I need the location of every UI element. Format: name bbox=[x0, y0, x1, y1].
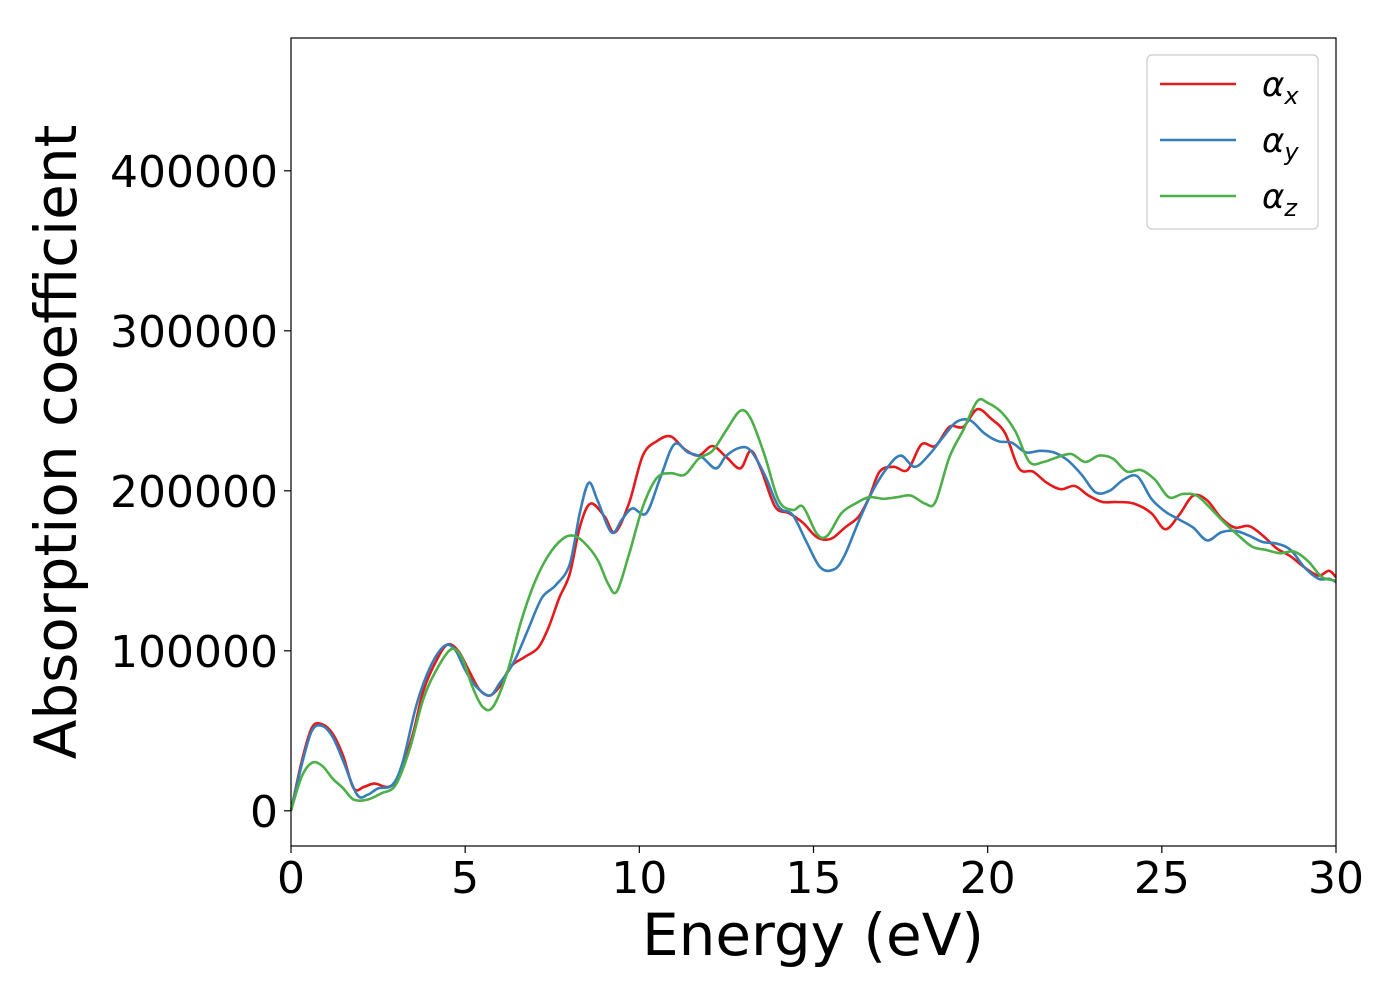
legend-subscript: x bbox=[1283, 82, 1299, 110]
x-tick-label: 5 bbox=[451, 853, 479, 904]
legend-box bbox=[1146, 54, 1319, 230]
y-tick-label: 300000 bbox=[110, 307, 278, 358]
x-axis-ticks: 0 5 10 15 20 25 30 bbox=[277, 846, 1364, 904]
y-axis-ticks: 0 100000 200000 300000 400000 bbox=[110, 147, 291, 838]
series-line-z bbox=[289, 397, 1337, 812]
legend-subscript: y bbox=[1283, 138, 1299, 166]
x-tick-label: 15 bbox=[786, 853, 842, 904]
y-tick-label: 400000 bbox=[110, 147, 278, 198]
series-layer bbox=[289, 397, 1337, 812]
y-tick-label: 100000 bbox=[110, 627, 278, 678]
x-tick-label: 10 bbox=[611, 853, 667, 904]
x-axis-title: Energy (eV) bbox=[642, 901, 984, 969]
x-tick-label: 30 bbox=[1308, 853, 1364, 904]
y-tick-label: 200000 bbox=[110, 467, 278, 518]
y-axis-title: Absorption coefficient bbox=[22, 125, 90, 760]
x-tick-label: 25 bbox=[1134, 853, 1190, 904]
legend-subscript: z bbox=[1283, 194, 1298, 222]
y-tick-label: 0 bbox=[250, 787, 278, 838]
x-tick-label: 20 bbox=[960, 853, 1016, 904]
series-line-y bbox=[289, 418, 1337, 812]
x-tick-label: 0 bbox=[277, 853, 305, 904]
